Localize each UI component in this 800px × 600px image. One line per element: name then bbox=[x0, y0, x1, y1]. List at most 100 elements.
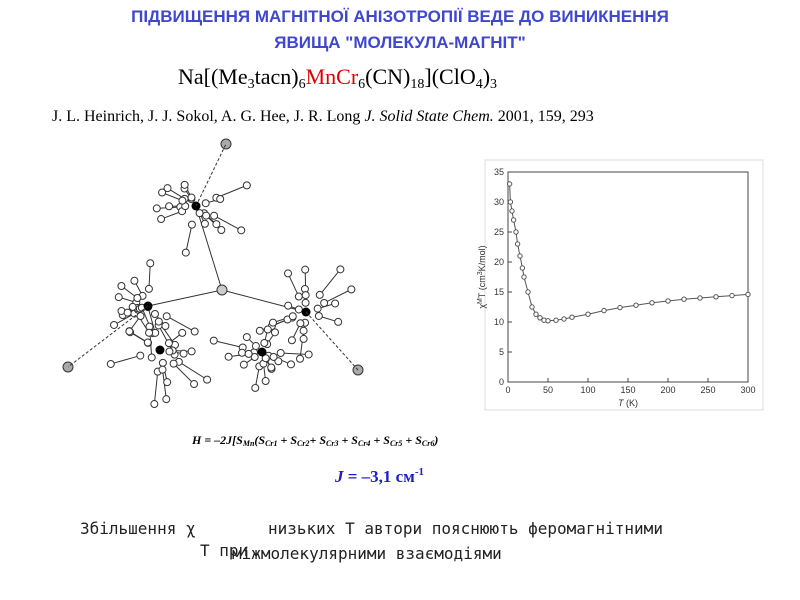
x-axis-label: T (K) bbox=[618, 398, 638, 408]
j-part: J bbox=[334, 467, 344, 486]
j-value: J = –3,1 см-1 bbox=[334, 466, 424, 486]
atom bbox=[251, 383, 260, 392]
atom bbox=[178, 196, 187, 205]
atom bbox=[301, 298, 310, 307]
x-label-part: T bbox=[618, 398, 625, 408]
atom bbox=[202, 211, 211, 220]
h-sub: Cr2 bbox=[297, 439, 309, 448]
formula-sub: 4 bbox=[476, 77, 483, 92]
atom bbox=[216, 195, 225, 204]
atom bbox=[287, 336, 296, 345]
atom bbox=[286, 360, 295, 369]
atom bbox=[347, 285, 356, 294]
fit-line bbox=[509, 183, 749, 322]
formula-part: tacn) bbox=[255, 64, 299, 89]
data-point bbox=[681, 296, 687, 302]
atom bbox=[190, 380, 199, 389]
atom bbox=[299, 334, 308, 343]
data-point bbox=[665, 298, 671, 304]
atom bbox=[267, 363, 276, 372]
atom bbox=[161, 321, 170, 330]
formula-part: ) bbox=[483, 64, 490, 89]
bond bbox=[153, 371, 159, 405]
central-atom bbox=[216, 284, 228, 296]
data-point bbox=[745, 291, 751, 298]
hamiltonian: H = –2J[SMn(SCr1 + SCr2+ SCr3 + SCr4 + S… bbox=[191, 433, 438, 448]
reference-part: 2001, 159, 293 bbox=[494, 108, 594, 125]
caption-part: Збільшення χ bbox=[80, 519, 196, 538]
atom bbox=[195, 209, 204, 218]
atom bbox=[187, 347, 196, 356]
atom bbox=[212, 220, 221, 229]
atom bbox=[331, 299, 340, 308]
atom bbox=[144, 284, 153, 293]
y-tick-label: 25 bbox=[494, 227, 504, 237]
atom bbox=[179, 349, 188, 358]
atom bbox=[299, 326, 308, 335]
bond bbox=[185, 224, 193, 253]
x-tick-label: 250 bbox=[700, 385, 715, 395]
h-part: (S bbox=[254, 433, 265, 447]
h-part: + S bbox=[310, 433, 327, 447]
atom bbox=[181, 248, 190, 257]
atom bbox=[242, 333, 251, 342]
atom bbox=[244, 349, 253, 358]
caption-part: низьких T автори пояснюють феромагнітним… bbox=[268, 519, 663, 538]
bond bbox=[147, 306, 156, 333]
atom bbox=[296, 319, 305, 328]
atom bbox=[128, 302, 137, 311]
atom bbox=[157, 215, 166, 224]
atom bbox=[238, 348, 247, 357]
atom bbox=[110, 320, 119, 329]
atom bbox=[260, 339, 269, 348]
atom bbox=[250, 353, 259, 362]
data-point bbox=[533, 311, 539, 317]
bond bbox=[110, 355, 141, 365]
h-sub: Cr5 bbox=[390, 439, 402, 448]
atom bbox=[146, 259, 155, 268]
y-tick-label: 30 bbox=[494, 197, 504, 207]
atom bbox=[158, 365, 167, 374]
atom bbox=[224, 352, 233, 361]
atom bbox=[294, 292, 303, 301]
data-point bbox=[585, 311, 591, 317]
atom bbox=[162, 395, 171, 404]
data-point bbox=[601, 307, 607, 314]
data-point bbox=[569, 314, 575, 320]
atom bbox=[158, 358, 167, 367]
data-point bbox=[507, 199, 514, 205]
atom bbox=[288, 312, 297, 321]
atom bbox=[313, 304, 322, 313]
data-point bbox=[545, 318, 551, 324]
atom bbox=[106, 359, 115, 368]
atom bbox=[165, 347, 174, 356]
atom bbox=[268, 318, 277, 327]
caption: Збільшення χ низьких T автори пояснюють … bbox=[80, 519, 663, 563]
atom bbox=[210, 211, 219, 220]
y-axis-label: χMT (cm3K/mol) bbox=[477, 245, 487, 308]
formula-part: ](ClO bbox=[424, 64, 475, 89]
atom bbox=[263, 325, 272, 334]
plot-area bbox=[507, 171, 749, 383]
x-tick-label: 200 bbox=[660, 385, 675, 395]
x-label-part: (K) bbox=[624, 398, 639, 408]
y-tick-label: 35 bbox=[494, 167, 504, 177]
formula-part: (CN) bbox=[365, 64, 410, 89]
bond bbox=[166, 315, 195, 332]
data-point bbox=[517, 253, 523, 259]
reference-part: J. L. Heinrich, J. J. Sokol, A. G. Hee, … bbox=[52, 108, 364, 125]
atom bbox=[237, 226, 246, 235]
h-sub: Mn bbox=[242, 439, 255, 448]
molecule-diagram bbox=[62, 138, 364, 409]
data-point bbox=[633, 302, 639, 308]
anion bbox=[220, 138, 232, 150]
formula: Na[(Me3tacn)6MnCr6(CN)18](ClO4)3 bbox=[178, 64, 497, 92]
y-tick-label: 0 bbox=[499, 377, 504, 387]
atom bbox=[152, 204, 161, 213]
bond bbox=[195, 205, 223, 291]
bond bbox=[221, 289, 307, 313]
formula-sub: 6 bbox=[358, 77, 365, 92]
atom bbox=[158, 188, 167, 197]
y-label-part: K/mol) bbox=[477, 245, 487, 271]
atom bbox=[143, 338, 152, 347]
